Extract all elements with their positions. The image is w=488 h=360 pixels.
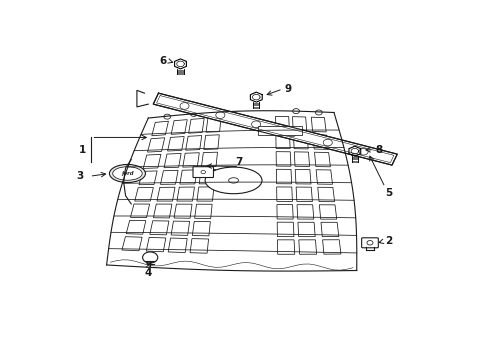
Polygon shape: [276, 169, 291, 184]
Ellipse shape: [228, 178, 238, 183]
Polygon shape: [139, 171, 157, 185]
Polygon shape: [135, 188, 153, 201]
Text: 8: 8: [375, 145, 382, 155]
Polygon shape: [143, 154, 161, 168]
Polygon shape: [201, 152, 217, 167]
Text: 2: 2: [385, 237, 392, 246]
Polygon shape: [153, 93, 396, 165]
Text: 9: 9: [285, 84, 291, 94]
Polygon shape: [276, 152, 290, 166]
Polygon shape: [320, 222, 338, 237]
Polygon shape: [188, 118, 203, 133]
Polygon shape: [322, 240, 340, 254]
Polygon shape: [203, 135, 219, 149]
Polygon shape: [153, 204, 172, 218]
Polygon shape: [276, 204, 293, 219]
Ellipse shape: [112, 167, 142, 180]
Polygon shape: [298, 240, 316, 254]
Polygon shape: [126, 220, 145, 234]
Polygon shape: [183, 153, 199, 167]
Polygon shape: [199, 170, 215, 184]
Ellipse shape: [205, 167, 262, 194]
Polygon shape: [149, 221, 168, 235]
Polygon shape: [275, 134, 289, 149]
Polygon shape: [317, 187, 334, 202]
Polygon shape: [146, 238, 165, 252]
Polygon shape: [163, 153, 181, 168]
Polygon shape: [205, 117, 221, 132]
Polygon shape: [296, 187, 312, 202]
Polygon shape: [151, 121, 168, 136]
FancyBboxPatch shape: [193, 167, 213, 177]
Polygon shape: [312, 135, 327, 149]
Polygon shape: [197, 187, 213, 201]
Text: 4: 4: [144, 268, 152, 278]
Text: 6: 6: [160, 56, 167, 66]
Polygon shape: [296, 204, 313, 219]
Polygon shape: [194, 204, 212, 219]
Polygon shape: [122, 237, 142, 251]
Ellipse shape: [109, 165, 145, 183]
Polygon shape: [293, 134, 307, 149]
Polygon shape: [171, 221, 189, 235]
Text: ford: ford: [121, 171, 134, 176]
Polygon shape: [160, 170, 178, 184]
Polygon shape: [180, 170, 197, 184]
Text: 1: 1: [78, 145, 85, 155]
Polygon shape: [167, 136, 184, 151]
Polygon shape: [157, 187, 175, 201]
Polygon shape: [297, 222, 315, 237]
Polygon shape: [319, 205, 336, 219]
Polygon shape: [174, 204, 192, 218]
Polygon shape: [192, 221, 210, 236]
Polygon shape: [190, 239, 208, 253]
Polygon shape: [276, 187, 292, 202]
Polygon shape: [171, 120, 187, 134]
Polygon shape: [277, 222, 293, 237]
Text: 5: 5: [385, 188, 392, 198]
Polygon shape: [275, 116, 289, 131]
Polygon shape: [168, 238, 187, 253]
Polygon shape: [277, 240, 294, 254]
Polygon shape: [185, 136, 202, 150]
Text: 7: 7: [235, 157, 243, 167]
Polygon shape: [295, 170, 310, 184]
Polygon shape: [294, 152, 309, 166]
Polygon shape: [311, 117, 325, 132]
Polygon shape: [130, 204, 149, 217]
Polygon shape: [314, 152, 330, 167]
Polygon shape: [147, 138, 164, 152]
Polygon shape: [177, 187, 194, 201]
Polygon shape: [292, 117, 306, 131]
FancyBboxPatch shape: [361, 238, 378, 248]
Text: 3: 3: [76, 171, 83, 181]
FancyBboxPatch shape: [257, 126, 302, 135]
Polygon shape: [315, 170, 332, 184]
